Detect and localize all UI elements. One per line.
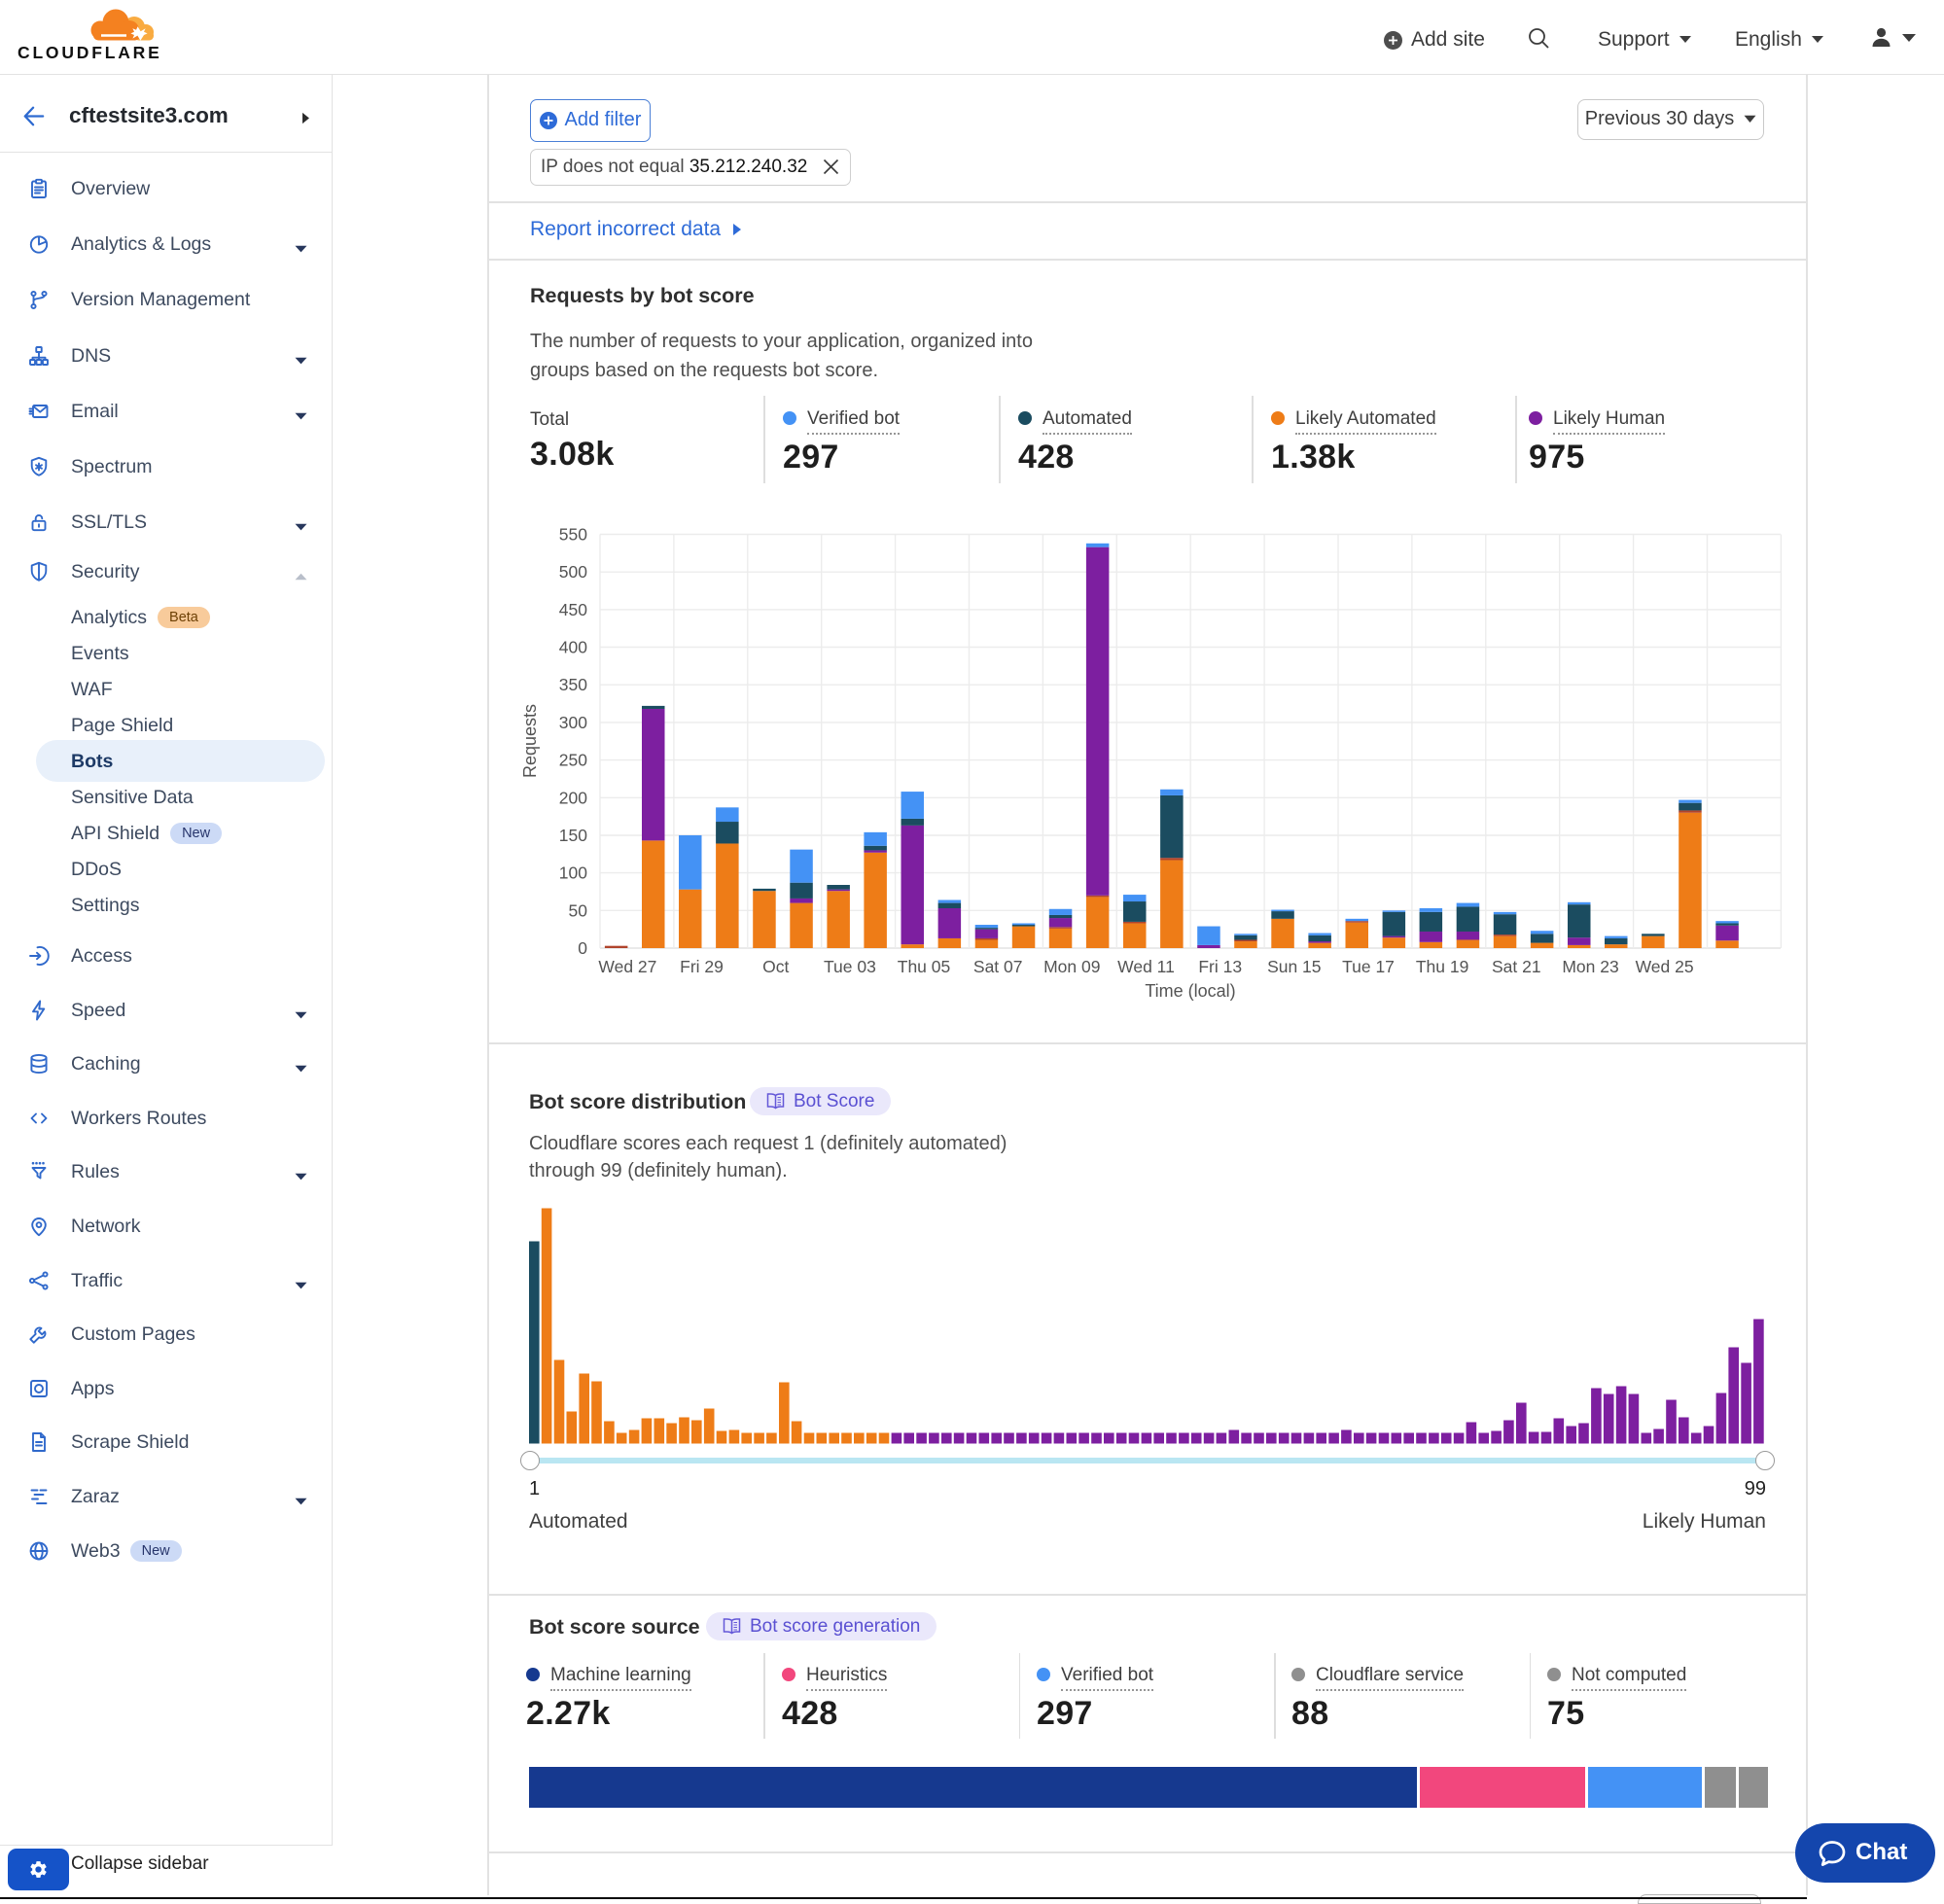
svg-text:300: 300 (559, 713, 587, 732)
svg-text:Oct: Oct (762, 957, 789, 976)
svg-text:Sun 15: Sun 15 (1267, 957, 1321, 976)
svg-text:0: 0 (578, 938, 587, 958)
svg-text:Wed 27: Wed 27 (598, 957, 656, 976)
svg-text:Time (local): Time (local) (1145, 981, 1235, 1001)
svg-text:Fri 13: Fri 13 (1198, 957, 1242, 976)
svg-text:Thu 19: Thu 19 (1416, 957, 1468, 976)
svg-text:550: 550 (559, 525, 587, 545)
svg-text:Wed 25: Wed 25 (1636, 957, 1694, 976)
svg-text:100: 100 (559, 864, 587, 883)
svg-text:250: 250 (559, 751, 587, 770)
svg-text:Thu 05: Thu 05 (898, 957, 950, 976)
svg-text:Fri 29: Fri 29 (680, 957, 724, 976)
svg-text:50: 50 (569, 900, 588, 920)
svg-text:500: 500 (559, 562, 587, 582)
svg-text:Tue 17: Tue 17 (1342, 957, 1395, 976)
svg-text:200: 200 (559, 788, 587, 807)
svg-text:400: 400 (559, 638, 587, 657)
svg-text:350: 350 (559, 675, 587, 694)
svg-text:Mon 23: Mon 23 (1562, 957, 1618, 976)
svg-text:Requests: Requests (520, 704, 540, 778)
svg-text:150: 150 (559, 826, 587, 845)
svg-text:Wed 11: Wed 11 (1117, 957, 1175, 976)
svg-text:Sat 21: Sat 21 (1492, 957, 1541, 976)
svg-text:Mon 09: Mon 09 (1043, 957, 1100, 976)
svg-text:Sat 07: Sat 07 (973, 957, 1023, 976)
svg-text:450: 450 (559, 600, 587, 619)
svg-text:Tue 03: Tue 03 (824, 957, 876, 976)
